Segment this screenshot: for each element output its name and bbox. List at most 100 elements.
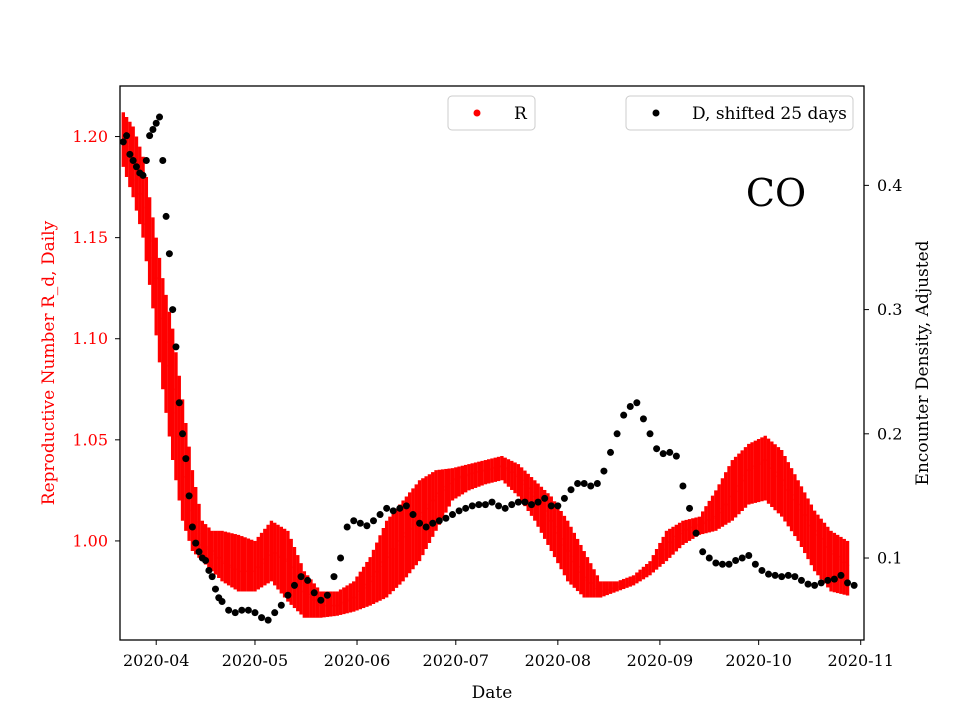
r-point — [144, 222, 148, 226]
d-point — [547, 502, 555, 510]
d-point — [271, 609, 279, 617]
d-point — [791, 573, 799, 581]
d-point — [185, 492, 193, 500]
d-point — [238, 606, 246, 614]
r-point — [503, 466, 507, 470]
d-point — [132, 163, 140, 171]
r-point — [174, 411, 178, 415]
r-point — [585, 578, 590, 582]
r-point — [780, 478, 784, 482]
r-point — [543, 509, 547, 513]
r-point — [572, 559, 576, 564]
d-point — [389, 507, 397, 515]
r-point — [371, 574, 376, 579]
legend-d-label: D, shifted 25 days — [692, 104, 847, 124]
d-point — [554, 502, 562, 510]
r-point — [335, 604, 339, 608]
r-point — [701, 521, 705, 525]
r-point — [283, 557, 287, 561]
r-point — [510, 470, 514, 474]
r-point — [822, 541, 827, 545]
d-point — [830, 575, 838, 583]
r-point — [678, 532, 682, 536]
r-point — [529, 490, 534, 495]
r-point — [829, 549, 833, 553]
d-point — [123, 132, 131, 140]
y-left-tick-label: 1.10 — [72, 329, 108, 348]
r-point — [134, 178, 139, 182]
r-point — [516, 474, 520, 478]
r-point — [207, 547, 211, 551]
d-point — [442, 514, 450, 522]
r-point — [789, 493, 794, 497]
r-point — [569, 554, 573, 558]
d-point — [218, 597, 226, 605]
d-point — [402, 502, 410, 510]
d-point — [172, 343, 180, 351]
r-point — [394, 543, 399, 547]
r-point — [450, 478, 455, 482]
x-axis-label: Date — [472, 683, 513, 703]
r-point — [157, 296, 162, 300]
r-point — [720, 506, 725, 511]
r-point — [184, 475, 188, 479]
d-point — [211, 585, 219, 593]
r-point — [743, 473, 748, 478]
d-point — [363, 522, 371, 530]
d-series-layer — [119, 113, 858, 624]
r-point — [200, 543, 204, 547]
r-point — [342, 600, 346, 604]
r-point — [622, 583, 626, 587]
r-point — [592, 584, 596, 588]
r-point — [826, 545, 830, 549]
r-point — [615, 585, 619, 590]
d-point — [758, 566, 766, 574]
d-point — [804, 580, 812, 588]
r-point — [230, 565, 234, 569]
r-point — [329, 604, 333, 608]
d-point — [639, 415, 647, 423]
r-point — [454, 477, 458, 481]
d-point — [751, 560, 759, 568]
r-point — [651, 561, 655, 565]
d-point — [139, 171, 147, 179]
d-point — [396, 504, 404, 512]
r-point — [602, 589, 606, 593]
d-point — [567, 486, 575, 494]
r-point — [562, 543, 567, 547]
r-point — [559, 537, 563, 541]
r-point — [579, 570, 583, 574]
y-left-tick-label: 1.20 — [72, 127, 108, 146]
d-point — [188, 523, 196, 531]
r-point — [793, 498, 797, 502]
d-point — [310, 589, 318, 597]
r-point — [704, 519, 708, 524]
r-point — [681, 529, 685, 533]
r-point — [635, 576, 639, 581]
d-point — [244, 606, 252, 614]
d-point — [679, 482, 687, 490]
r-point — [766, 462, 771, 466]
d-point — [317, 596, 325, 604]
d-point — [195, 548, 203, 556]
r-point — [832, 552, 836, 556]
legend-r-label: R — [514, 104, 528, 124]
legend-r-box — [447, 95, 536, 131]
d-point — [560, 494, 568, 502]
r-point — [253, 569, 257, 573]
d-point — [705, 554, 713, 562]
r-point — [612, 586, 616, 590]
d-point — [208, 573, 216, 581]
r-point — [421, 511, 425, 515]
r-point — [757, 462, 761, 466]
r-point — [589, 581, 593, 585]
d-point — [600, 467, 608, 475]
r-point — [154, 276, 158, 280]
r-point — [799, 508, 804, 512]
d-point — [369, 517, 377, 525]
r-point — [552, 525, 557, 529]
r-point — [753, 464, 757, 468]
state-annotation: CO — [746, 171, 806, 215]
r-point — [391, 547, 395, 551]
r-point — [236, 569, 241, 573]
